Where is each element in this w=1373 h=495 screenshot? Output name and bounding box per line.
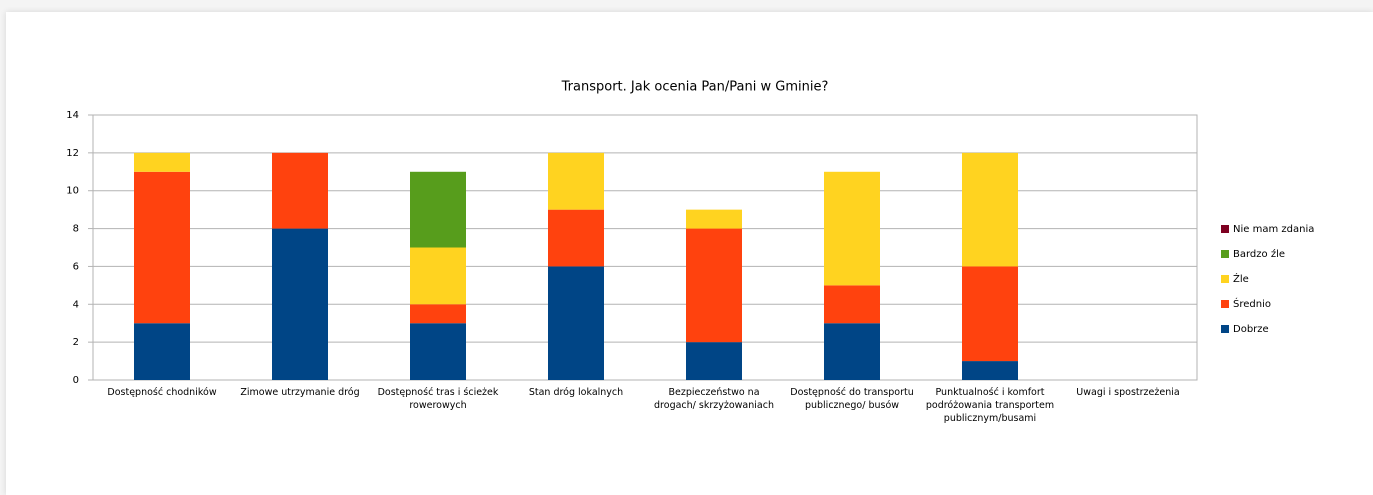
x-tick-label: Punktualność i komfort podróżowania tran…	[925, 387, 1055, 424]
x-tick-label: Stan dróg lokalnych	[528, 387, 624, 398]
legend-swatch	[1221, 275, 1229, 283]
bar-segment	[686, 228, 742, 343]
bar-segment	[410, 323, 466, 380]
x-tick-label-box: Dostępność do transportu publicznego/ bu…	[790, 387, 914, 411]
bar-segment	[134, 323, 190, 380]
x-tick-label-box: Dostępność chodników	[107, 387, 217, 398]
x-tick-label-box: Uwagi i spostrzeżenia	[1076, 387, 1180, 398]
y-tick-label: 14	[66, 110, 79, 121]
x-tick-label: Dostępność tras i ścieżek rowerowych	[377, 387, 499, 411]
x-tick-label-box: Punktualność i komfort podróżowania tran…	[925, 387, 1055, 424]
x-tick-label: Bezpieczeństwo na drogach/ skrzyżowaniac…	[654, 387, 774, 411]
bar-segment	[686, 209, 742, 229]
bar-segment	[962, 361, 1018, 380]
y-tick-label: 10	[66, 186, 79, 197]
legend-swatch	[1221, 250, 1229, 258]
bar-segment	[686, 342, 742, 380]
x-tick-label-box: Dostępność tras i ścieżek rowerowych	[377, 387, 499, 411]
bar-segment	[272, 228, 328, 380]
plot-border	[92, 114, 1198, 381]
y-tick-label: 2	[73, 337, 79, 348]
bar-segment	[824, 171, 880, 286]
x-tick-label-box: Stan dróg lokalnych	[528, 387, 624, 398]
bar-segment	[410, 304, 466, 324]
x-tick-label: Dostępność do transportu publicznego/ bu…	[790, 387, 914, 411]
x-tick-label-box: Bezpieczeństwo na drogach/ skrzyżowaniac…	[654, 387, 774, 411]
legend-label: Źle	[1233, 272, 1249, 285]
legend-swatch	[1221, 225, 1229, 233]
y-tick-label: 8	[73, 224, 79, 235]
legend-swatch	[1221, 325, 1229, 333]
y-tick-label: 0	[73, 375, 79, 386]
bar-segment	[410, 247, 466, 305]
bar-segment	[548, 209, 604, 267]
bar-segment	[962, 266, 1018, 362]
bar-segment	[824, 323, 880, 380]
legend-label: Nie mam zdania	[1233, 224, 1314, 235]
bar-segment	[548, 266, 604, 380]
bar-segment	[548, 152, 604, 210]
legend-label: Dobrze	[1233, 324, 1269, 335]
y-tick-label: 4	[73, 299, 79, 310]
bar-segment	[962, 152, 1018, 267]
chart-title: Transport. Jak ocenia Pan/Pani w Gminie?	[561, 80, 829, 95]
x-tick-label: Dostępność chodników	[107, 387, 217, 398]
legend-label: Bardzo źle	[1233, 248, 1285, 260]
legend-label: Średnio	[1233, 297, 1271, 310]
legend-swatch	[1221, 300, 1229, 308]
y-tick-label: 6	[73, 261, 79, 272]
bar-segment	[410, 171, 466, 248]
bar-segment	[272, 152, 328, 229]
x-tick-label: Uwagi i spostrzeżenia	[1076, 387, 1180, 398]
bar-segment	[134, 152, 190, 172]
y-tick-label: 12	[66, 148, 79, 159]
bar-segment	[134, 171, 190, 324]
bar-segment	[824, 285, 880, 324]
x-tick-label-box: Zimowe utrzymanie dróg	[240, 387, 360, 398]
x-tick-label: Zimowe utrzymanie dróg	[240, 387, 360, 398]
